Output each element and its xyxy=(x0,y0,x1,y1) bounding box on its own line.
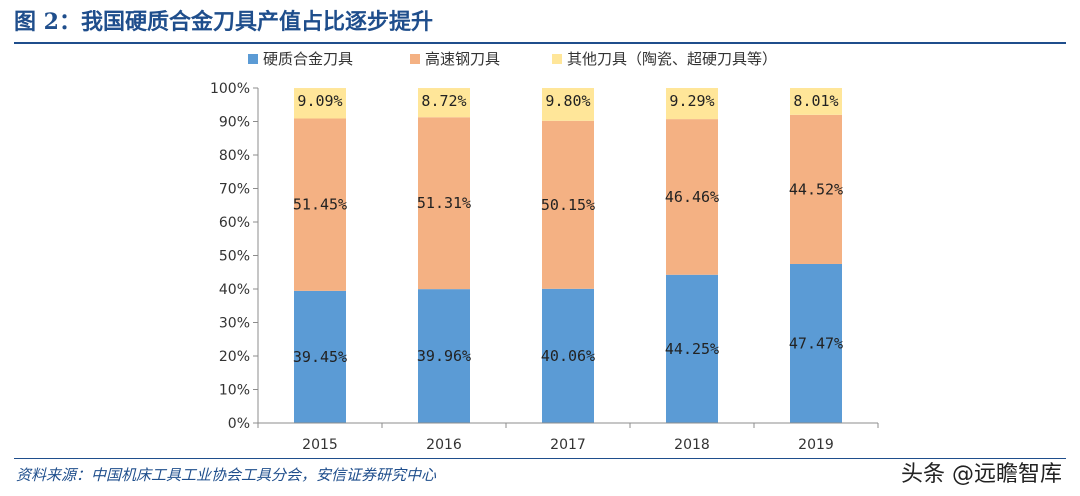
bar-segment xyxy=(790,263,842,423)
y-tick-label: 30% xyxy=(219,316,250,332)
chart-legend: 硬质合金刀具 高速钢刀具 其他刀具（陶瓷、超硬刀具等） xyxy=(248,50,777,68)
legend-label: 其他刀具（陶瓷、超硬刀具等） xyxy=(567,50,777,68)
data-label: 47.47% xyxy=(789,334,843,352)
data-label: 8.72% xyxy=(421,92,466,110)
data-label: 51.45% xyxy=(293,196,347,214)
legend-item: 高速钢刀具 xyxy=(410,50,500,68)
bar-segment xyxy=(542,288,594,423)
data-label: 9.80% xyxy=(545,92,590,110)
bar-segment xyxy=(418,88,470,118)
bar-segment xyxy=(294,290,346,423)
page-title: 图 2：我国硬质合金刀具产值占比逐步提升 xyxy=(14,9,433,35)
data-label: 44.25% xyxy=(665,340,719,358)
bar-segment xyxy=(542,88,594,121)
bar-segment xyxy=(418,289,470,423)
source-note: 资料来源：中国机床工具工业协会工具分会，安信证券研究中心 xyxy=(16,466,437,484)
legend-swatch xyxy=(410,54,420,64)
y-tick-label: 80% xyxy=(219,148,250,164)
data-label: 9.29% xyxy=(669,92,714,110)
bar-segment xyxy=(418,117,470,290)
bar-segment xyxy=(666,119,718,275)
data-label: 40.06% xyxy=(541,347,595,365)
x-tick-label: 2017 xyxy=(550,437,586,453)
data-label: 50.15% xyxy=(541,196,595,214)
watermark: 头条 @远瞻智库 xyxy=(901,462,1062,487)
data-label: 44.52% xyxy=(789,180,843,198)
data-label: 46.46% xyxy=(665,188,719,206)
x-axis: 2015 2016 2017 2018 2019 xyxy=(257,422,879,453)
y-tick-label: 10% xyxy=(219,383,250,399)
bar-segment xyxy=(542,120,594,289)
title-divider xyxy=(14,42,1066,44)
legend-swatch xyxy=(248,54,258,64)
data-label: 9.09% xyxy=(297,92,342,110)
y-tick-label: 40% xyxy=(219,282,250,298)
legend-item: 硬质合金刀具 xyxy=(248,50,353,68)
legend-item: 其他刀具（陶瓷、超硬刀具等） xyxy=(552,50,777,68)
data-label: 39.96% xyxy=(417,347,471,365)
bar-segment xyxy=(666,88,718,120)
bar-segment xyxy=(790,114,842,264)
bar-series-group: 39.45% 51.45% 9.09% 39.96% 51.31% 8.72% 40.06%… xyxy=(293,88,843,423)
data-label: 51.31% xyxy=(417,194,471,212)
legend-label: 高速钢刀具 xyxy=(425,50,500,68)
x-tick-label: 2016 xyxy=(426,437,462,453)
y-tick-label: 50% xyxy=(219,249,250,265)
bar-segment xyxy=(666,274,718,423)
title-bar: 图 2：我国硬质合金刀具产值占比逐步提升 xyxy=(0,0,1080,44)
x-tick-label: 2018 xyxy=(674,437,710,453)
bar-segment xyxy=(294,118,346,291)
y-tick-label: 20% xyxy=(219,349,250,365)
y-axis: 0% 10% 20% 30% 40% 50% 60% 70% 80% 90% 100% xyxy=(210,81,259,432)
y-tick-label: 90% xyxy=(219,115,250,131)
stacked-bar-chart: 硬质合金刀具 高速钢刀具 其他刀具（陶瓷、超硬刀具等） 0% 10% 20% 30% 40%… xyxy=(210,50,879,453)
x-tick-label: 2015 xyxy=(302,437,338,453)
data-label: 8.01% xyxy=(793,92,838,110)
y-tick-label: 60% xyxy=(219,215,250,231)
footer-divider xyxy=(14,458,1066,459)
y-tick-label: 70% xyxy=(219,182,250,198)
x-tick-label: 2019 xyxy=(798,437,834,453)
y-tick-label: 0% xyxy=(228,416,250,432)
bar-segment xyxy=(790,88,842,115)
data-label: 39.45% xyxy=(293,348,347,366)
legend-swatch xyxy=(552,54,562,64)
legend-label: 硬质合金刀具 xyxy=(263,50,353,68)
bar-segment xyxy=(294,88,346,119)
y-tick-label: 100% xyxy=(210,81,250,97)
